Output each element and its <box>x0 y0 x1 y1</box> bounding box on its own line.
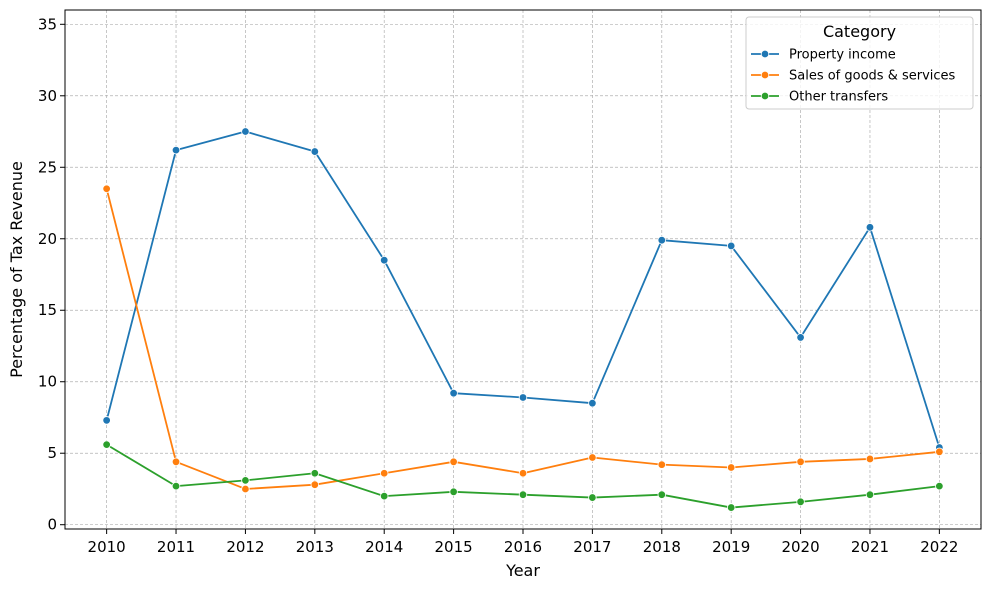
data-point <box>380 469 389 478</box>
data-point <box>588 493 597 502</box>
x-axis-label: Year <box>505 561 540 580</box>
y-tick-label: 10 <box>38 373 57 391</box>
y-tick-label: 20 <box>38 230 57 248</box>
x-tick-label: 2016 <box>504 538 542 556</box>
y-tick-label: 25 <box>38 158 57 176</box>
data-point <box>380 256 389 265</box>
data-point <box>310 147 320 156</box>
data-point <box>726 503 736 512</box>
grid <box>65 10 981 529</box>
data-point <box>657 460 666 469</box>
x-tick-label: 2021 <box>851 538 889 556</box>
legend-swatch-marker <box>760 70 770 80</box>
x-tick-label: 2022 <box>920 538 958 556</box>
legend-box <box>745 16 974 110</box>
series-2 <box>102 440 944 512</box>
x-tick-label: 2017 <box>573 538 611 556</box>
data-point <box>588 453 597 462</box>
data-point <box>241 484 250 494</box>
data-point <box>726 241 736 251</box>
x-tick-label: 2012 <box>226 538 264 556</box>
data-point <box>935 481 944 491</box>
y-axis-label: Percentage of Tax Revenue <box>7 161 26 378</box>
data-point <box>241 476 250 485</box>
data-point <box>588 398 597 408</box>
x-tick-label: 2019 <box>712 538 750 556</box>
y-tick-label: 30 <box>38 87 57 105</box>
data-point <box>310 469 320 478</box>
series-1 <box>102 184 944 494</box>
data-point <box>865 490 875 499</box>
data-point <box>102 440 111 449</box>
y-tick-label: 15 <box>38 301 57 319</box>
legend-swatch-marker <box>760 49 770 59</box>
data-point <box>865 454 875 464</box>
y-tick-label: 0 <box>47 516 57 534</box>
data-point <box>449 457 458 467</box>
data-point <box>380 491 389 501</box>
y-tick-label: 5 <box>47 444 57 462</box>
legend-swatch-marker <box>760 91 770 101</box>
x-tick-label: 2018 <box>643 538 681 556</box>
data-point <box>449 487 458 497</box>
legend-item: Other transfers <box>751 90 888 105</box>
data-point <box>796 497 805 507</box>
y-axis: 0 5 10 15 20 25 30 35 <box>38 15 65 534</box>
data-point <box>865 223 875 232</box>
data-point <box>657 490 666 499</box>
legend-title: Category <box>823 22 896 41</box>
legend-label: Other transfers <box>789 90 888 105</box>
data-point <box>726 463 736 472</box>
data-point <box>518 490 528 499</box>
x-tick-label: 2014 <box>365 538 403 556</box>
data-point <box>171 145 181 155</box>
data-point <box>171 457 181 467</box>
x-tick-label: 2011 <box>157 538 195 556</box>
legend-label: Sales of goods & services <box>789 69 956 84</box>
data-point <box>518 393 528 402</box>
data-point <box>449 388 458 398</box>
legend-item: Property income <box>751 48 896 63</box>
data-point <box>171 481 181 491</box>
data-point <box>796 333 805 342</box>
x-tick-label: 2020 <box>781 538 819 556</box>
x-axis: 2010 2011 2012 2013 2014 2015 2016 2017 2018 2019… <box>88 529 958 556</box>
data-point <box>102 416 111 425</box>
data-point <box>241 127 250 136</box>
legend-label: Property income <box>789 48 896 63</box>
x-tick-label: 2013 <box>296 538 334 556</box>
data-point <box>518 469 528 478</box>
data-point <box>310 480 320 489</box>
legend: Category Property income Sales of goods &… <box>745 16 974 110</box>
x-tick-label: 2015 <box>435 538 473 556</box>
legend-item: Sales of goods & services <box>751 69 956 84</box>
series <box>102 127 944 512</box>
data-point <box>102 184 111 193</box>
y-tick-label: 35 <box>38 15 57 33</box>
data-point <box>796 457 805 467</box>
data-point <box>657 235 666 245</box>
data-point <box>935 447 944 456</box>
series-line <box>105 188 940 490</box>
x-tick-label: 2010 <box>88 538 126 556</box>
